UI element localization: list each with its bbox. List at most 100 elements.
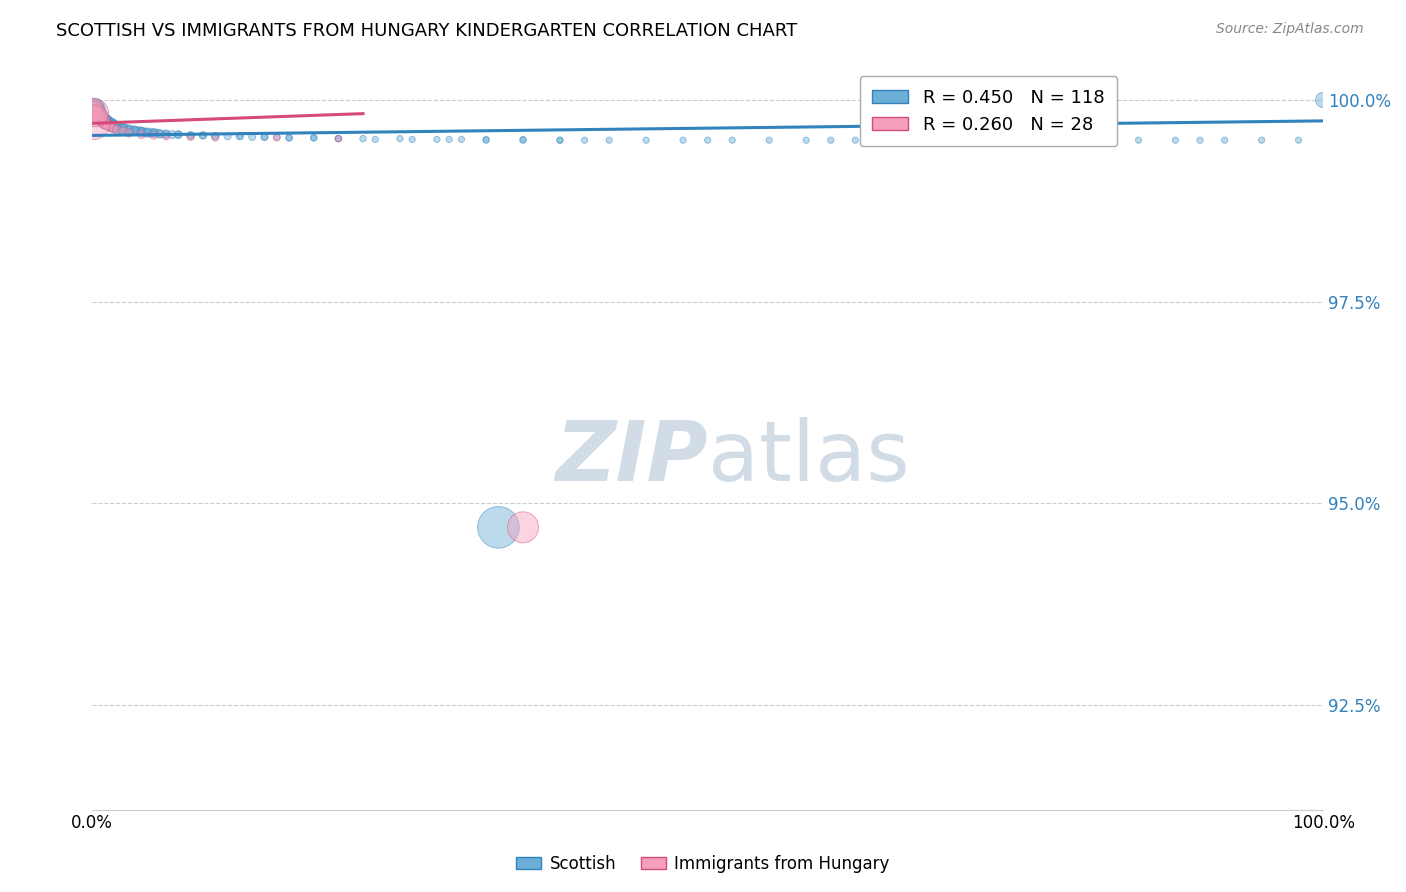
Point [94,114,117,128]
Point [820,133,842,147]
Point [136,126,159,140]
Point [240,130,263,145]
Point [364,132,387,146]
Point [475,132,498,146]
Point [114,122,136,136]
Point [86,105,108,120]
Legend: R = 0.450   N = 118, R = 0.260   N = 28: R = 0.450 N = 118, R = 0.260 N = 28 [859,76,1118,146]
Point [450,132,472,146]
Point [103,119,125,133]
Point [167,128,190,142]
Point [84,105,107,120]
Point [302,131,325,145]
Point [90,110,112,124]
Text: atlas: atlas [707,417,910,498]
Point [131,125,153,139]
Point [253,130,276,145]
Point [426,132,449,146]
Point [82,115,104,129]
Point [180,130,202,145]
Point [548,133,571,147]
Point [145,126,167,140]
Point [118,123,141,137]
Point [87,109,110,123]
Point [91,112,114,126]
Point [105,120,128,134]
Text: Source: ZipAtlas.com: Source: ZipAtlas.com [1216,22,1364,37]
Point [82,101,104,115]
Point [1090,133,1112,147]
Point [100,120,122,135]
Point [204,131,226,145]
Point [124,123,146,137]
Point [278,131,301,145]
Point [352,131,374,145]
Point [86,105,108,120]
Point [1312,93,1334,107]
Point [328,131,350,145]
Point [217,129,239,144]
Point [141,126,163,140]
Point [91,114,114,128]
Point [437,132,460,146]
Point [758,133,780,147]
Point [1128,133,1150,147]
Point [229,129,252,144]
Point [91,113,114,128]
Point [96,114,118,128]
Point [721,133,744,147]
Point [155,127,177,141]
Point [266,130,288,145]
Point [388,131,411,145]
Point [548,133,571,147]
Point [844,133,866,147]
Point [794,133,817,147]
Point [128,124,150,138]
Point [253,130,276,145]
Point [1040,133,1063,147]
Point [191,128,214,143]
Point [132,125,155,139]
Point [94,117,117,131]
Point [136,125,159,139]
Point [636,133,658,147]
Point [266,131,288,145]
Point [204,129,226,144]
Point [91,112,114,127]
Point [83,103,105,117]
Point [84,103,107,118]
Text: SCOTTISH VS IMMIGRANTS FROM HUNGARY KINDERGARTEN CORRELATION CHART: SCOTTISH VS IMMIGRANTS FROM HUNGARY KIND… [56,22,797,40]
Point [142,128,165,143]
Point [278,131,301,145]
Point [124,124,146,138]
Point [131,124,153,138]
Point [91,115,114,129]
Point [512,520,534,534]
Point [1066,133,1088,147]
Point [118,122,141,136]
Point [967,133,990,147]
Point [84,103,107,117]
Point [83,105,105,120]
Point [97,115,120,129]
Point [142,126,165,140]
Point [101,118,124,132]
Point [882,133,904,147]
Point [101,121,124,136]
Point [90,112,112,127]
Point [1213,133,1236,147]
Point [101,117,124,131]
Point [108,120,131,135]
Point [93,116,115,130]
Point [155,128,177,142]
Point [87,106,110,120]
Point [96,118,118,132]
Point [105,121,128,136]
Point [328,131,350,145]
Point [598,133,620,147]
Point [83,101,105,115]
Point [96,117,118,131]
Point [512,133,534,147]
Point [1004,133,1026,147]
Point [90,112,112,126]
